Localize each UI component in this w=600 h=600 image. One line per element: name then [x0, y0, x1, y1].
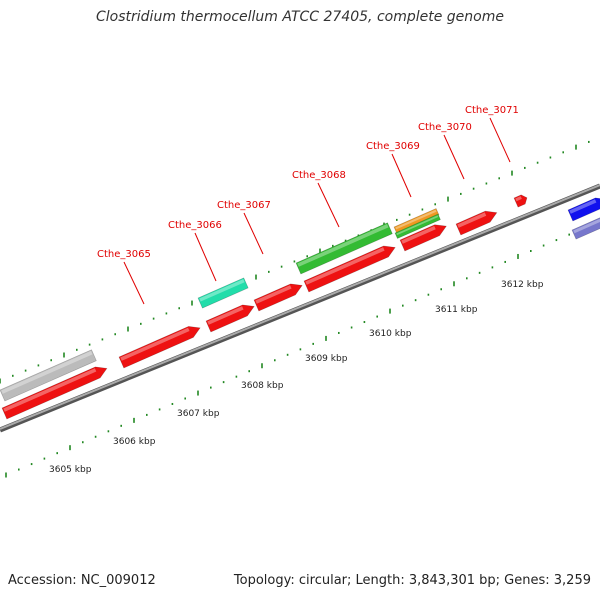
inner-dotted-ring	[5, 233, 571, 478]
gene-cds-4-shine	[255, 285, 292, 304]
gene-grey	[0, 349, 97, 402]
callout-leader	[489, 117, 511, 163]
outer-dotted-ring	[0, 140, 590, 384]
gene-cds-2	[118, 326, 201, 369]
kbp-label: 3609 kbp	[305, 354, 348, 364]
callout-leader	[123, 261, 145, 305]
gene-teal	[197, 277, 249, 309]
gene-cds-2-shine	[120, 327, 190, 361]
callout-leader	[443, 134, 465, 180]
gene-callouts: Cthe_3065 Cthe_3066 Cthe_3067 Cthe_3068 Cthe…	[97, 105, 519, 305]
callout-leader	[391, 153, 412, 198]
gene-cds-4-body	[253, 283, 303, 312]
gene-orange-shine	[395, 209, 437, 230]
gene-cds-7	[455, 210, 498, 236]
gene-green-2	[394, 213, 441, 239]
gene-blue-shine	[569, 199, 597, 214]
gene-green-1-shine	[297, 224, 389, 267]
gene-cds-5-shine	[305, 247, 385, 285]
gene-orange	[393, 208, 440, 234]
kbp-label: 3610 kbp	[369, 329, 412, 339]
gene-cds-1	[1, 366, 108, 420]
gene-green-2-body	[394, 213, 441, 239]
kbp-label: 3612 kbp	[501, 280, 544, 290]
gene-lavender-shine	[573, 217, 600, 234]
gene-cds-7-shine	[457, 212, 487, 228]
gene-blue	[567, 197, 600, 222]
kbp-label: 3607 kbp	[177, 409, 220, 419]
gene-blue-body	[567, 197, 600, 222]
callout-leader	[243, 212, 264, 255]
gene-cds-6-body	[399, 224, 447, 252]
gene-orange-body	[393, 208, 440, 234]
gene-label: Cthe_3069	[366, 141, 420, 152]
callout-leader	[317, 182, 340, 228]
gene-cds-7-body	[455, 210, 498, 236]
gene-cds-5-body	[303, 245, 396, 293]
kbp-label: 3605 kbp	[49, 465, 92, 475]
gene-grey-shine	[1, 351, 93, 394]
gene-cds-1-body	[1, 366, 108, 420]
genome-summary-text: Topology: circular; Length: 3,843,301 bp…	[233, 573, 591, 588]
gene-cds-6	[399, 224, 447, 252]
callout-leader	[194, 232, 217, 282]
map-title: Clostridium thermocellum ATCC 27405, com…	[96, 9, 504, 25]
gene-label: Cthe_3071	[465, 105, 519, 116]
gene-label: Cthe_3065	[97, 249, 151, 260]
gene-green-1-body	[295, 222, 393, 275]
gene-label: Cthe_3067	[217, 200, 271, 211]
gene-cds-3-body	[205, 304, 255, 333]
kbp-label: 3606 kbp	[113, 437, 156, 447]
gene-green-1	[295, 222, 393, 275]
gene-cds-8-body	[513, 194, 528, 208]
gene-cds-2-body	[118, 326, 201, 369]
gene-cds-3	[205, 304, 255, 333]
kbp-scale: 3605 kbp 3606 kbp 3607 kbp 3608 kbp 3609 kbp…	[49, 280, 544, 475]
gene-cds-3-shine	[207, 306, 244, 325]
gene-label: Cthe_3068	[292, 170, 346, 181]
gene-track	[0, 194, 600, 420]
gene-cds-8	[513, 194, 528, 208]
backbone-highlight	[0, 184, 600, 430]
gene-green-2-shine	[396, 215, 439, 236]
gene-teal-body	[197, 277, 249, 309]
genome-backbone	[0, 183, 600, 433]
gene-cds-4	[253, 283, 303, 312]
gene-cds-5	[303, 245, 396, 293]
gene-cds-8-shine	[515, 196, 522, 202]
gene-cds-1-shine	[3, 368, 97, 412]
gene-teal-shine	[199, 279, 245, 302]
kbp-label: 3611 kbp	[435, 305, 478, 315]
gene-grey-body	[0, 349, 97, 402]
accession-text: Accession: NC_009012	[8, 573, 156, 588]
gene-lavender	[571, 215, 600, 240]
gene-cds-6-shine	[401, 226, 436, 244]
gene-label: Cthe_3070	[418, 122, 472, 133]
gene-label: Cthe_3066	[168, 220, 222, 231]
gene-lavender-body	[571, 215, 600, 240]
kbp-label: 3608 kbp	[241, 381, 284, 391]
